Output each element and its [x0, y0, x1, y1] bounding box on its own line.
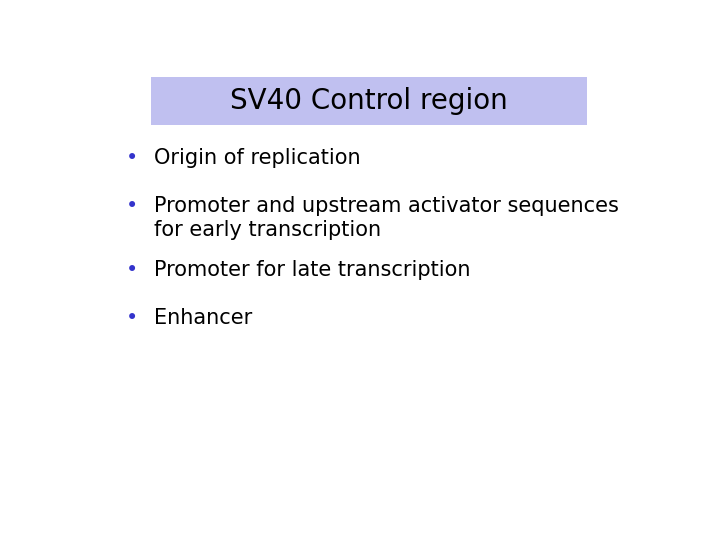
Text: •: •: [126, 196, 138, 216]
FancyBboxPatch shape: [151, 77, 587, 125]
Text: SV40 Control region: SV40 Control region: [230, 87, 508, 115]
Text: Promoter for late transcription: Promoter for late transcription: [154, 260, 471, 280]
Text: •: •: [126, 148, 138, 168]
Text: Enhancer: Enhancer: [154, 308, 253, 328]
Text: Origin of replication: Origin of replication: [154, 148, 361, 168]
Text: •: •: [126, 308, 138, 328]
Text: •: •: [126, 260, 138, 280]
Text: Promoter and upstream activator sequences
for early transcription: Promoter and upstream activator sequence…: [154, 196, 619, 240]
